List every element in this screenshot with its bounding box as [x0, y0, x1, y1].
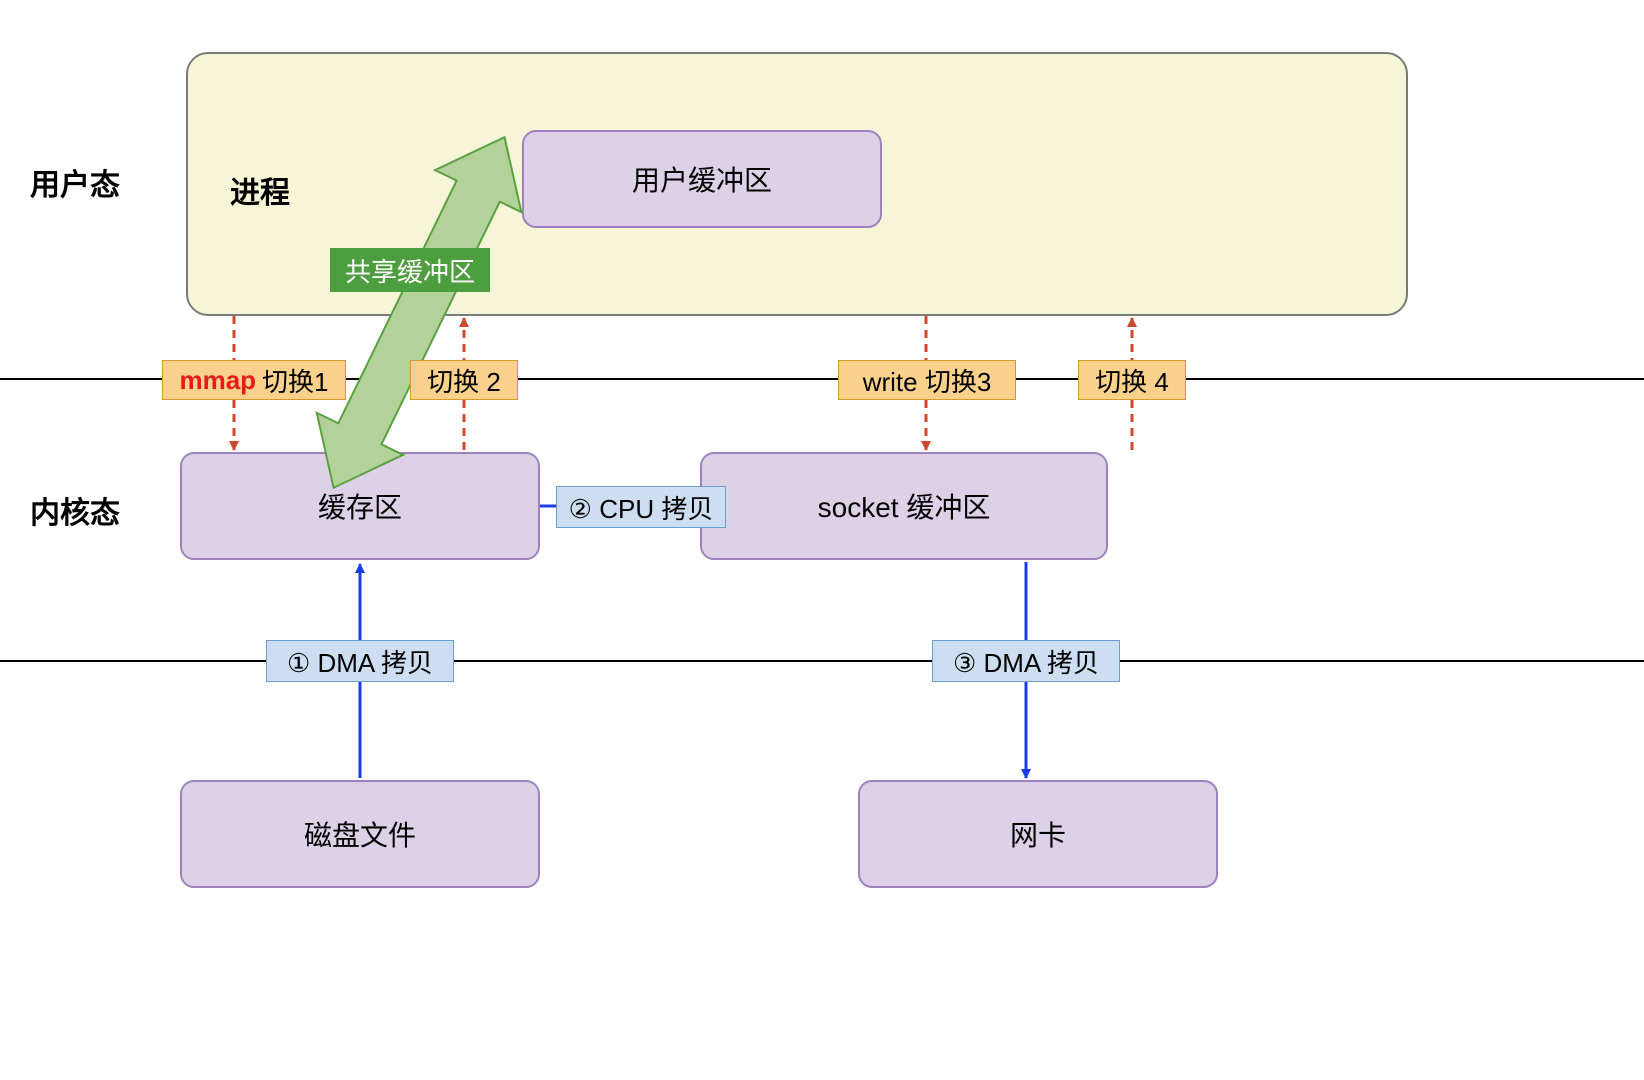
badge-cpu-2: ② CPU 拷贝 — [556, 486, 726, 528]
badge-cpu-2-text: ② CPU 拷贝 — [569, 489, 714, 526]
badge-switch-1-text: 切换1 — [262, 362, 328, 399]
badge-dma-3-text: ③ DMA 拷贝 — [953, 643, 1099, 680]
box-disk-file: 磁盘文件 — [180, 780, 540, 888]
box-user-buffer-label: 用户缓冲区 — [632, 159, 772, 199]
badge-dma-1: ① DMA 拷贝 — [266, 640, 454, 682]
badge-switch-2-text: 切换 2 — [427, 362, 501, 399]
badge-shared-buffer: 共享缓冲区 — [330, 248, 490, 292]
box-user-buffer: 用户缓冲区 — [522, 130, 882, 228]
box-cache-label: 缓存区 — [318, 486, 402, 526]
badge-switch-1: mmap 切换1 — [162, 360, 346, 400]
badge-switch-1-emph: mmap — [179, 365, 256, 396]
label-user-mode: 用户态 — [30, 160, 120, 204]
box-disk-file-label: 磁盘文件 — [304, 814, 416, 854]
box-socket-buffer-label: socket 缓冲区 — [818, 486, 991, 526]
hline-kernel-hw — [0, 660, 1644, 662]
box-nic: 网卡 — [858, 780, 1218, 888]
box-cache: 缓存区 — [180, 452, 540, 560]
badge-switch-4-text: 切换 4 — [1095, 362, 1169, 399]
diagram-canvas: 用户态 内核态 进程 用户缓冲区 缓存区 socket 缓冲区 磁盘文件 网卡 — [0, 0, 1644, 1080]
box-socket-buffer: socket 缓冲区 — [700, 452, 1108, 560]
badge-switch-3: write 切换3 — [838, 360, 1016, 400]
badge-switch-2: 切换 2 — [410, 360, 518, 400]
badge-shared-buffer-text: 共享缓冲区 — [345, 252, 475, 289]
label-kernel-mode: 内核态 — [30, 488, 120, 532]
badge-switch-4: 切换 4 — [1078, 360, 1186, 400]
badge-switch-3-text: write 切换3 — [863, 362, 992, 399]
box-nic-label: 网卡 — [1010, 814, 1066, 854]
label-process: 进程 — [230, 168, 290, 212]
badge-dma-1-text: ① DMA 拷贝 — [287, 643, 433, 680]
badge-dma-3: ③ DMA 拷贝 — [932, 640, 1120, 682]
